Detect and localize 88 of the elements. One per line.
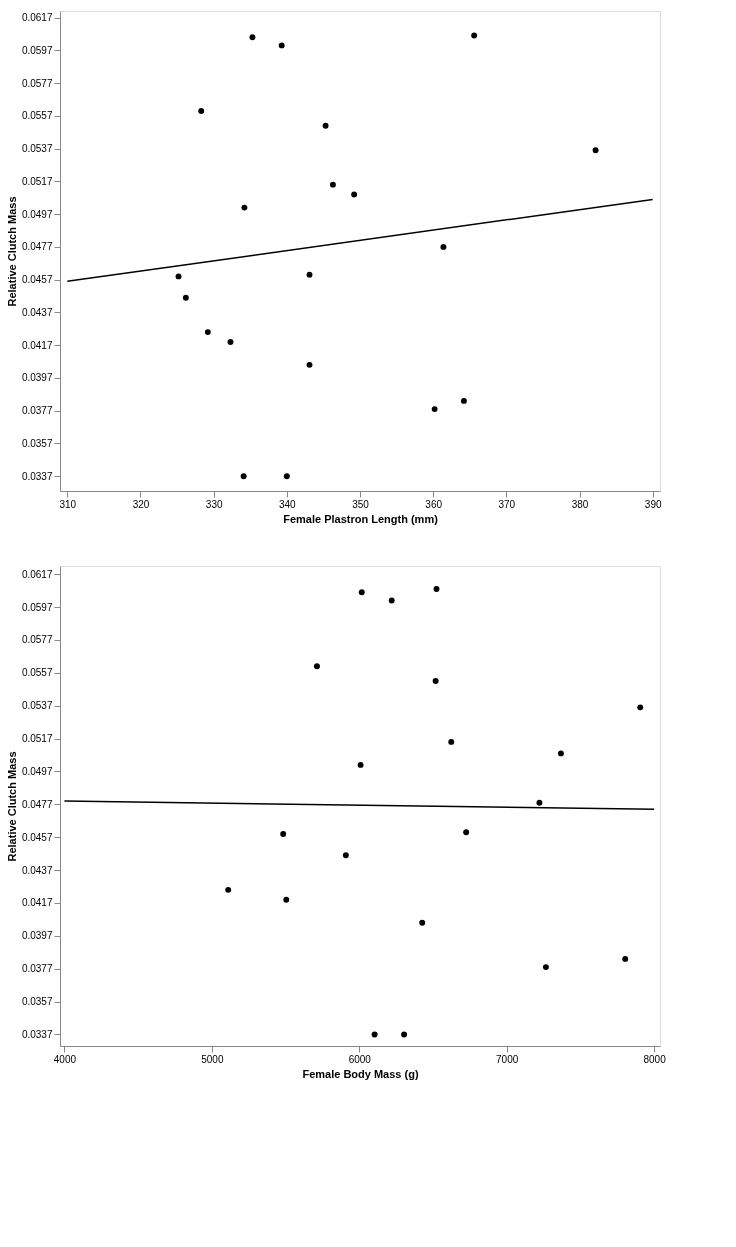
point [622,955,629,962]
y-tick-label: 0.0497 [21,765,53,777]
y-tick-label: 0.0597 [21,601,53,613]
y-tick-label: 0.0417 [21,339,53,351]
point [536,799,543,806]
y-tick-label: 0.0337 [21,470,53,482]
point [278,42,285,49]
point [431,406,438,413]
y-tick-label: 0.0557 [21,110,53,122]
y-tick-label: 0.0437 [21,864,53,876]
y-tick-label: 0.0517 [21,733,53,745]
y-tick-label: 0.0357 [21,437,53,449]
y-tick-label: 0.0417 [21,897,53,909]
point [329,181,336,188]
point [592,147,599,154]
point [557,750,564,757]
y-tick-label: 0.0557 [21,667,53,679]
y-tick-label: 0.0537 [21,143,53,155]
x-tick-label: 8000 [643,1053,667,1065]
y-tick-label: 0.0577 [21,634,53,646]
point [463,829,470,836]
point [471,32,478,39]
point [280,830,287,837]
point [358,589,365,596]
x-tick-label: 7000 [496,1053,519,1065]
y-tick-label: 0.0397 [21,930,53,942]
y-tick-label: 0.0497 [21,208,53,220]
x-tick-label: 340 [278,498,297,510]
y-tick-label: 0.0457 [21,274,53,286]
point [249,34,256,41]
point [225,886,232,893]
y-tick-label: 0.0617 [21,12,53,24]
point [448,738,455,745]
point [351,191,358,198]
point [460,397,467,404]
x-tick-label: 6000 [348,1053,372,1065]
point [419,919,426,926]
y-tick-label: 0.0517 [21,175,53,187]
point [637,704,644,711]
point [342,852,349,859]
x-axis-title: Female Plastron Length (mm) [283,512,439,525]
x-tick-label: 390 [644,498,662,510]
point [440,243,447,250]
point [432,678,439,685]
point [204,329,211,336]
y-tick-label: 0.0377 [21,405,53,417]
y-tick-label: 0.0377 [21,963,53,975]
point [371,1031,378,1038]
point [283,896,290,903]
point [357,761,364,768]
y-tick-label: 0.0617 [21,568,53,580]
x-tick-label: 330 [205,498,223,510]
x-tick-label: 4000 [53,1053,77,1065]
y-tick-label: 0.0397 [21,372,53,384]
x-tick-label: 350 [352,498,370,510]
point [283,473,290,480]
point [306,361,313,368]
y-tick-label: 0.0357 [21,996,53,1008]
y-axis-title: Relative Clutch Mass [5,751,18,862]
point [306,271,313,278]
point [175,273,182,280]
y-tick-label: 0.0477 [21,241,53,253]
y-tick-label: 0.0537 [21,700,53,712]
x-tick-label: 5000 [201,1053,224,1065]
point [241,204,248,211]
x-tick-label: 320 [132,498,150,510]
point [322,122,329,129]
point [314,663,320,670]
point [198,107,205,114]
y-tick-label: 0.0597 [21,44,53,56]
x-tick-label: 310 [59,498,77,510]
y-tick-label: 0.0437 [21,306,53,318]
x-axis-title: Female Body Mass (g) [302,1067,419,1080]
y-tick-label: 0.0337 [21,1028,53,1040]
x-tick-label: 360 [425,498,443,510]
point [542,964,549,971]
point [227,338,234,345]
point [433,586,440,592]
point [240,473,247,480]
x-tick-label: 370 [498,498,516,510]
y-tick-label: 0.0577 [21,77,53,89]
point [401,1031,408,1038]
point [182,294,189,301]
point [388,597,395,604]
y-tick-label: 0.0457 [21,831,53,843]
y-axis-title: Relative Clutch Mass [5,196,18,307]
x-tick-label: 380 [571,498,589,510]
y-tick-label: 0.0477 [21,798,53,810]
